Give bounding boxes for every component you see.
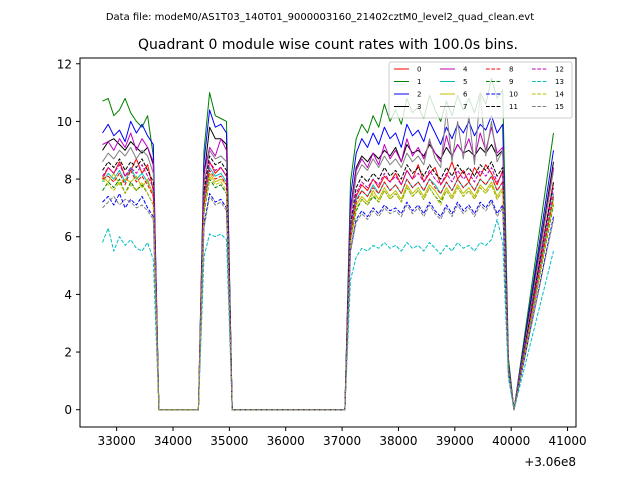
x-tick-label: 36000 [267, 434, 305, 448]
series-line-2 [102, 109, 554, 411]
legend-label-6: 6 [463, 91, 468, 99]
legend-label-5: 5 [463, 78, 467, 86]
x-tick-label: 35000 [210, 434, 248, 448]
legend-label-7: 7 [463, 103, 467, 111]
x-tick-label: 37000 [323, 434, 361, 448]
x-tick-label: 39000 [436, 434, 474, 448]
series-line-5 [102, 167, 554, 411]
series-line-10 [102, 193, 554, 411]
series-line-4 [102, 126, 554, 411]
series-line-1 [102, 77, 554, 411]
x-tick-label: 38000 [379, 434, 417, 448]
series-line-13 [102, 218, 554, 411]
series-line-8 [102, 169, 554, 411]
legend-label-0: 0 [417, 66, 421, 74]
legend-label-3: 3 [417, 103, 421, 111]
x-tick-label: 33000 [98, 434, 136, 448]
x-axis: 33000 34000 35000 36000 37000 38000 39000 40000… [98, 427, 587, 448]
legend-label-9: 9 [509, 78, 513, 86]
series-line-7 [102, 92, 554, 411]
plot-lines [102, 77, 554, 411]
y-tick-label: 4 [64, 288, 72, 302]
legend-frame [388, 61, 573, 119]
legend-label-4: 4 [463, 66, 468, 74]
y-tick-label: 0 [64, 403, 72, 417]
series-line-0 [102, 158, 554, 411]
series-line-14 [102, 175, 554, 411]
chart-suptitle: Data file: modeM0/AS1T03_140T01_90000031… [106, 12, 534, 23]
y-tick-label: 10 [57, 115, 72, 129]
legend-label-10: 10 [509, 91, 518, 99]
x-tick-label: 40000 [492, 434, 530, 448]
x-tick-label: 34000 [154, 434, 192, 448]
legend-label-15: 15 [555, 103, 564, 111]
y-tick-label: 12 [57, 57, 72, 71]
x-offset-label: +3.06e8 [524, 455, 576, 469]
series-line-6 [102, 172, 554, 411]
legend-label-11: 11 [509, 103, 518, 111]
series-line-15 [102, 195, 554, 411]
series-line-11 [102, 155, 554, 411]
y-tick-label: 8 [64, 173, 72, 187]
series-line-9 [102, 178, 554, 411]
chart-title: Quadrant 0 module wise count rates with … [138, 37, 518, 53]
legend-label-13: 13 [555, 78, 564, 86]
y-axis: 0 2 4 6 8 10 12 [57, 57, 80, 417]
series-line-12 [102, 161, 554, 411]
legend-label-12: 12 [555, 66, 564, 74]
x-tick-label: 41000 [548, 434, 586, 448]
y-tick-label: 6 [64, 230, 72, 244]
y-tick-label: 2 [64, 346, 72, 360]
series-line-3 [102, 126, 554, 411]
legend-label-1: 1 [417, 78, 421, 86]
legend-label-8: 8 [509, 66, 513, 74]
axes-frame [79, 57, 577, 428]
legend-label-14: 14 [555, 91, 564, 99]
legend-label-2: 2 [417, 91, 421, 99]
